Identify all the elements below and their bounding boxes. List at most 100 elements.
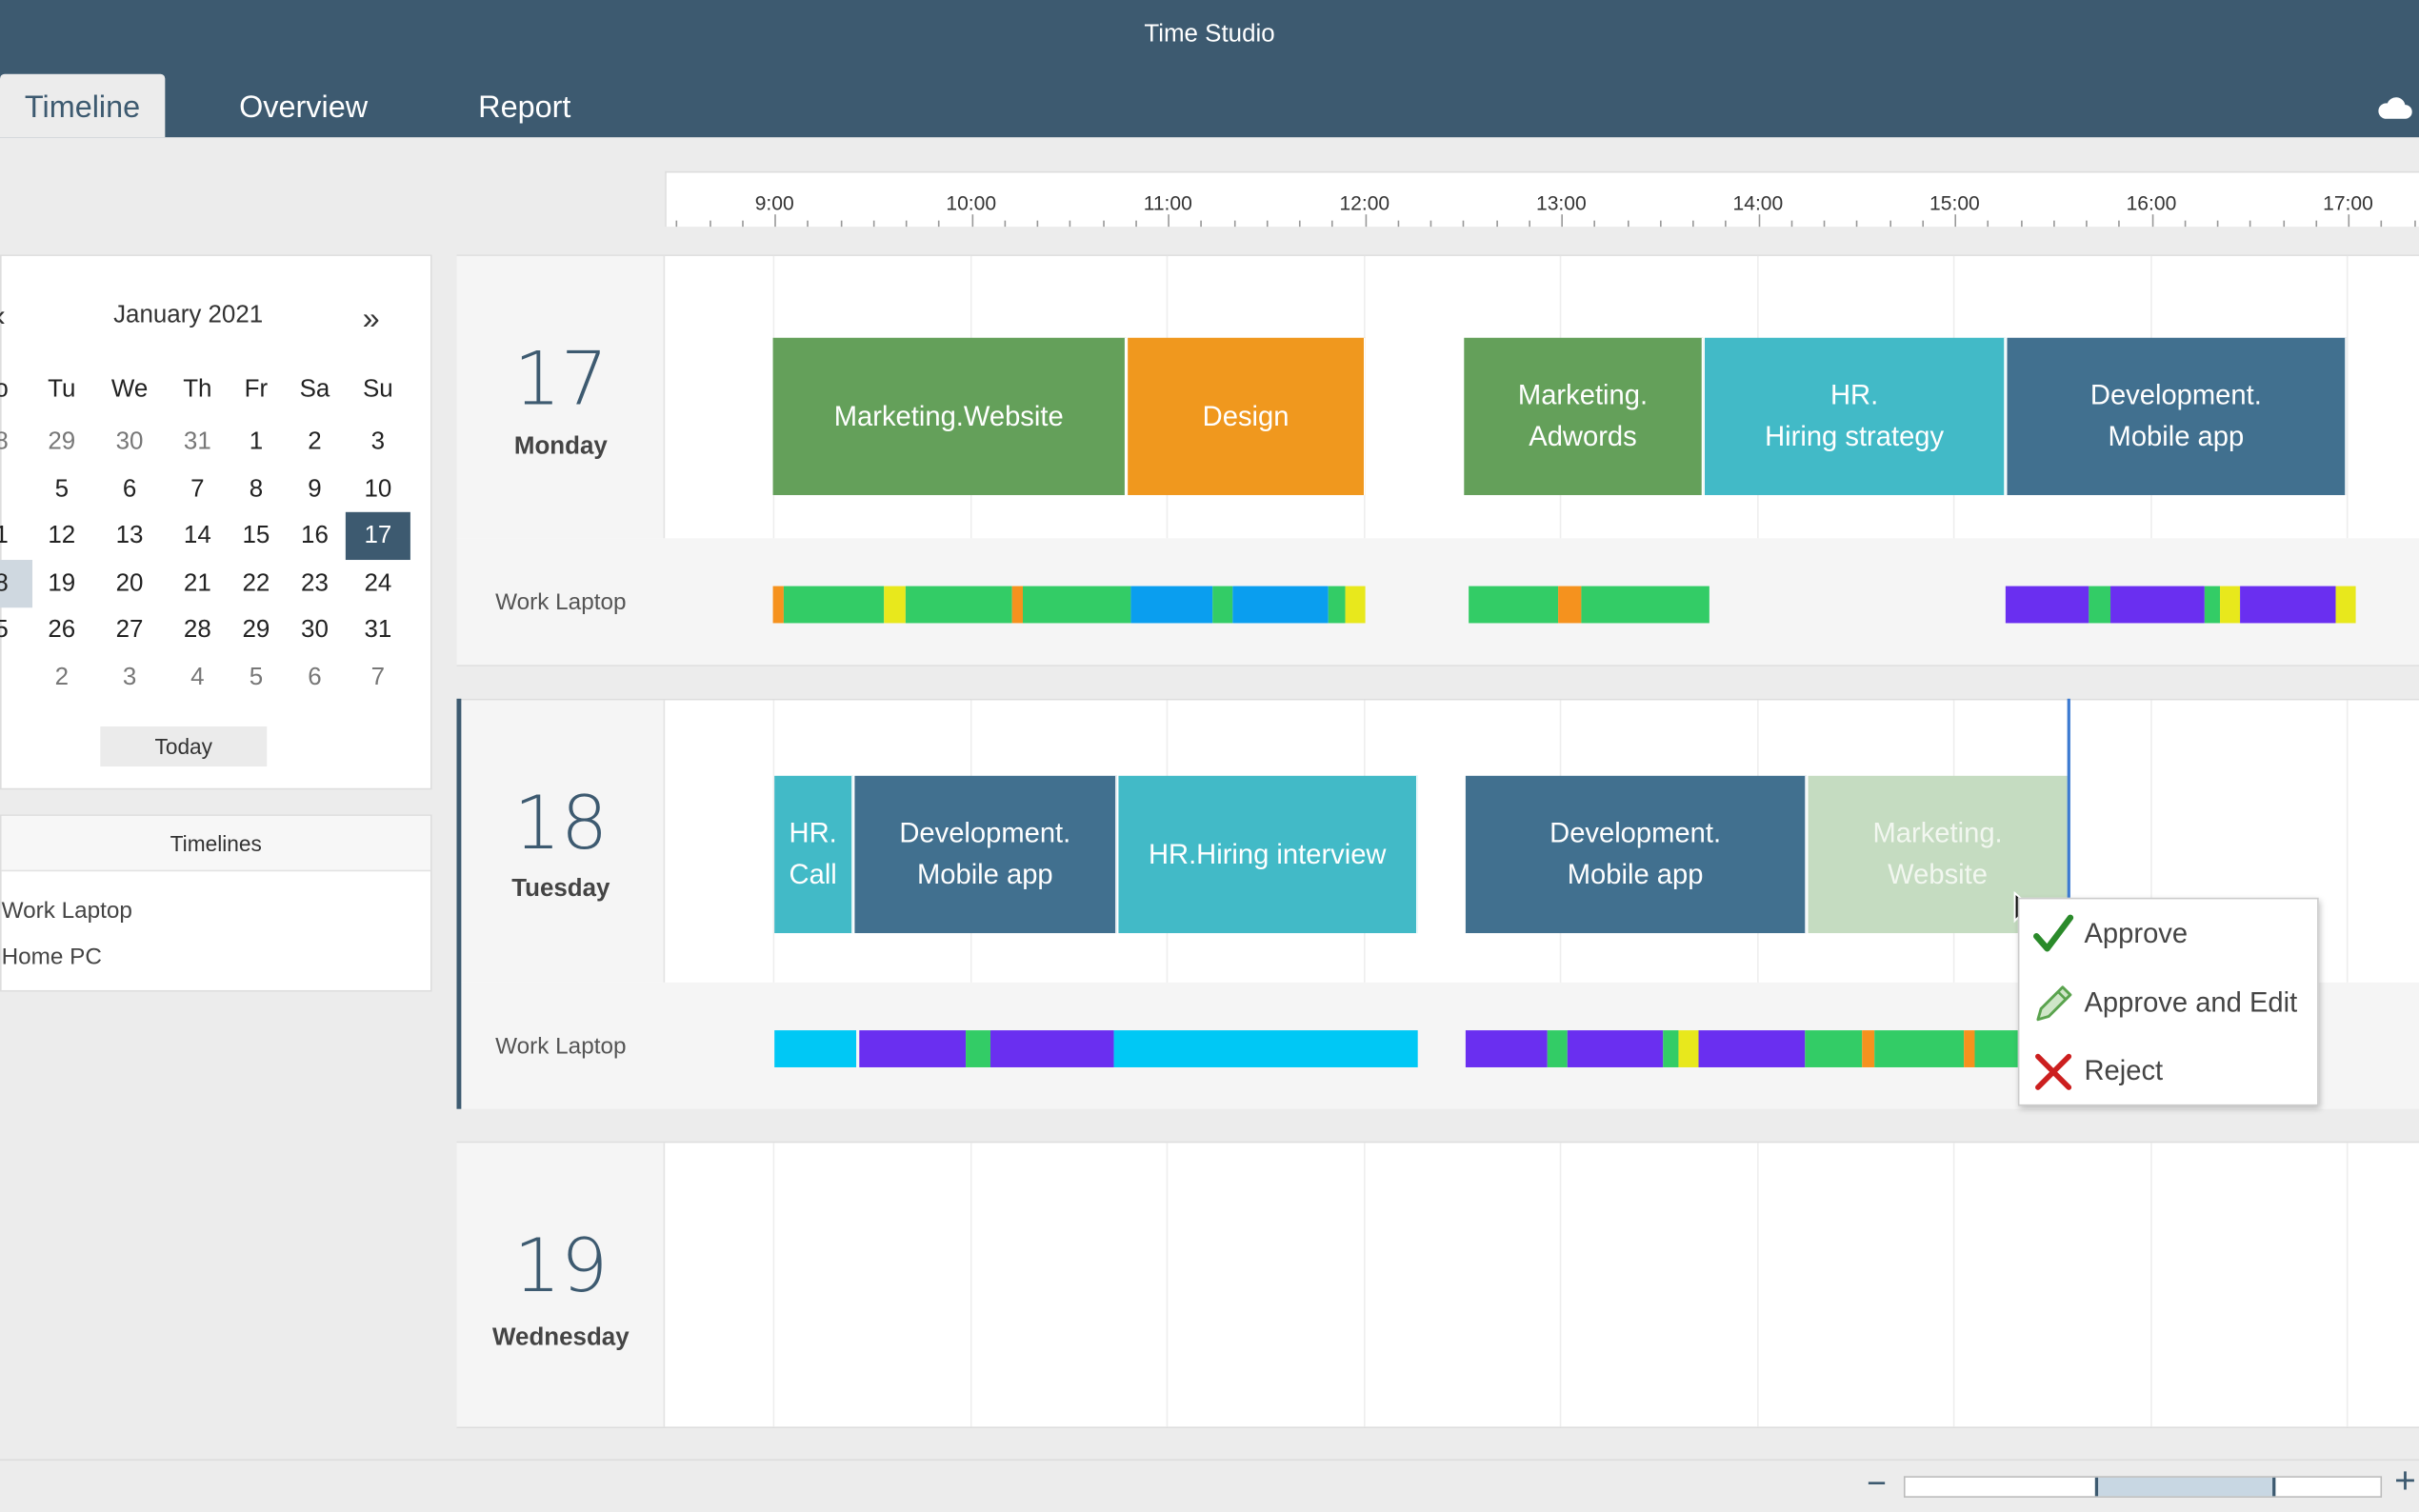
- calendar-day[interactable]: 7: [370, 665, 386, 691]
- calendar-day[interactable]: 15: [242, 523, 270, 549]
- calendar-day[interactable]: 8: [249, 476, 264, 504]
- activity-segment[interactable]: [884, 586, 906, 624]
- activity-segment[interactable]: [859, 1030, 967, 1067]
- cloud-icon[interactable]: [2376, 95, 2413, 120]
- calendar-day[interactable]: 8: [0, 428, 32, 456]
- activity-segment[interactable]: [1345, 586, 1366, 624]
- activity-segment[interactable]: [783, 586, 885, 624]
- task-block[interactable]: Design: [1128, 337, 1366, 495]
- calendar-prev-button[interactable]: ‹: [0, 299, 6, 334]
- activity-segment[interactable]: [990, 1030, 1114, 1067]
- zoom-in-button[interactable]: +: [2394, 1461, 2416, 1502]
- activity-segment[interactable]: [1581, 586, 1709, 624]
- calendar-day[interactable]: 31: [364, 616, 392, 644]
- tab-timeline[interactable]: Timeline: [0, 73, 166, 138]
- calendar-day[interactable]: 3: [370, 428, 386, 455]
- activity-segment[interactable]: [1678, 1030, 1699, 1067]
- calendar-day[interactable]: 23: [301, 570, 329, 597]
- task-block[interactable]: HR. Call: [774, 775, 853, 934]
- task-block[interactable]: Development. Mobile app: [1465, 775, 1807, 934]
- activity-segment[interactable]: [1022, 586, 1131, 624]
- calendar-day[interactable]: 8: [0, 560, 33, 608]
- activity-segment[interactable]: [1698, 1030, 1806, 1067]
- tab-overview[interactable]: Overview: [239, 90, 369, 126]
- calendar-day[interactable]: 6: [122, 476, 137, 504]
- calendar-day[interactable]: 5: [54, 476, 70, 504]
- approve-and-edit-menu-item[interactable]: Approve and Edit: [2019, 970, 2320, 1038]
- calendar-day[interactable]: 24: [364, 570, 392, 597]
- task-block[interactable]: Marketing. Adwords: [1464, 337, 1704, 495]
- calendar-day[interactable]: 29: [242, 616, 270, 644]
- activity-segment[interactable]: [2110, 586, 2205, 624]
- calendar-day[interactable]: 4: [190, 665, 205, 691]
- task-block[interactable]: HR.Hiring interview: [1118, 775, 1418, 934]
- calendar-day[interactable]: 29: [48, 428, 76, 455]
- activity-segment[interactable]: [1113, 1030, 1418, 1067]
- calendar-day[interactable]: 6: [308, 665, 322, 691]
- activity-segment[interactable]: [1469, 586, 1559, 624]
- activity-segment[interactable]: [1862, 1030, 1875, 1067]
- calendar-day[interactable]: 21: [183, 570, 211, 597]
- approve-menu-item[interactable]: Approve: [2019, 901, 2320, 968]
- calendar-day[interactable]: 10: [364, 476, 392, 504]
- reject-menu-item[interactable]: Reject: [2019, 1038, 2320, 1105]
- activity-segment[interactable]: [905, 586, 1012, 624]
- task-block[interactable]: Development. Mobile app: [2007, 337, 2347, 495]
- calendar-day[interactable]: 17: [345, 511, 410, 561]
- calendar-day[interactable]: 20: [115, 570, 144, 597]
- calendar-day[interactable]: 1: [249, 428, 264, 455]
- calendar-day[interactable]: 28: [183, 616, 211, 644]
- zoom-slider-thumb[interactable]: [2094, 1477, 2276, 1497]
- activity-segment[interactable]: [2240, 586, 2336, 624]
- timeline-item-work-laptop[interactable]: Work Laptop: [1, 897, 132, 925]
- zoom-slider[interactable]: [1903, 1476, 2383, 1498]
- activity-segment[interactable]: [1663, 1030, 1679, 1067]
- calendar-day[interactable]: 5: [0, 617, 32, 645]
- calendar-day[interactable]: 13: [115, 523, 144, 549]
- calendar-day[interactable]: 14: [183, 523, 211, 549]
- tab-report[interactable]: Report: [478, 90, 571, 126]
- calendar-day[interactable]: 7: [190, 476, 205, 504]
- activity-segment[interactable]: [1805, 1030, 1863, 1067]
- calendar-next-button[interactable]: »: [362, 302, 380, 337]
- calendar-day[interactable]: 12: [48, 523, 76, 549]
- activity-segment[interactable]: [1964, 1030, 1975, 1067]
- activity-segment[interactable]: [1547, 1030, 1568, 1067]
- task-block[interactable]: Development. Mobile app: [854, 775, 1117, 934]
- activity-segment[interactable]: [774, 1030, 857, 1067]
- today-button[interactable]: Today: [100, 726, 268, 767]
- activity-segment[interactable]: [1328, 586, 1346, 624]
- activity-segment[interactable]: [1011, 586, 1023, 624]
- activity-segment[interactable]: [1974, 1030, 2018, 1067]
- activity-segment[interactable]: [1874, 1030, 1965, 1067]
- activity-segment[interactable]: [772, 586, 784, 624]
- calendar-day[interactable]: 5: [249, 665, 264, 691]
- calendar-day[interactable]: 2: [54, 665, 70, 691]
- activity-segment[interactable]: [2220, 586, 2241, 624]
- calendar-day[interactable]: 31: [183, 428, 211, 455]
- task-block[interactable]: Marketing.Website: [772, 337, 1127, 495]
- calendar-day[interactable]: 16: [301, 523, 329, 549]
- calendar-day[interactable]: 26: [48, 616, 76, 644]
- calendar-day[interactable]: 30: [115, 428, 144, 455]
- task-block[interactable]: HR. Hiring strategy: [1704, 337, 2006, 495]
- zoom-out-button[interactable]: −: [1867, 1463, 1887, 1502]
- activity-segment[interactable]: [966, 1030, 990, 1067]
- activity-segment[interactable]: [2335, 586, 2356, 624]
- calendar-day[interactable]: 1: [0, 523, 32, 550]
- timeline-item-home-pc[interactable]: Home PC: [1, 944, 102, 970]
- calendar-day[interactable]: 22: [242, 570, 270, 597]
- activity-segment[interactable]: [1567, 1030, 1664, 1067]
- calendar-day[interactable]: 19: [48, 570, 76, 597]
- calendar-day[interactable]: 27: [115, 616, 144, 644]
- activity-segment[interactable]: [1465, 1030, 1548, 1067]
- calendar-day[interactable]: 3: [122, 665, 137, 691]
- calendar-day[interactable]: 2: [308, 428, 322, 455]
- activity-segment[interactable]: [2089, 586, 2111, 624]
- activity-segment[interactable]: [1212, 586, 1233, 624]
- activity-segment[interactable]: [1130, 586, 1213, 624]
- activity-segment[interactable]: [2204, 586, 2221, 624]
- activity-segment[interactable]: [2005, 586, 2089, 624]
- calendar-day[interactable]: 9: [308, 476, 322, 504]
- calendar-day[interactable]: 30: [301, 616, 329, 644]
